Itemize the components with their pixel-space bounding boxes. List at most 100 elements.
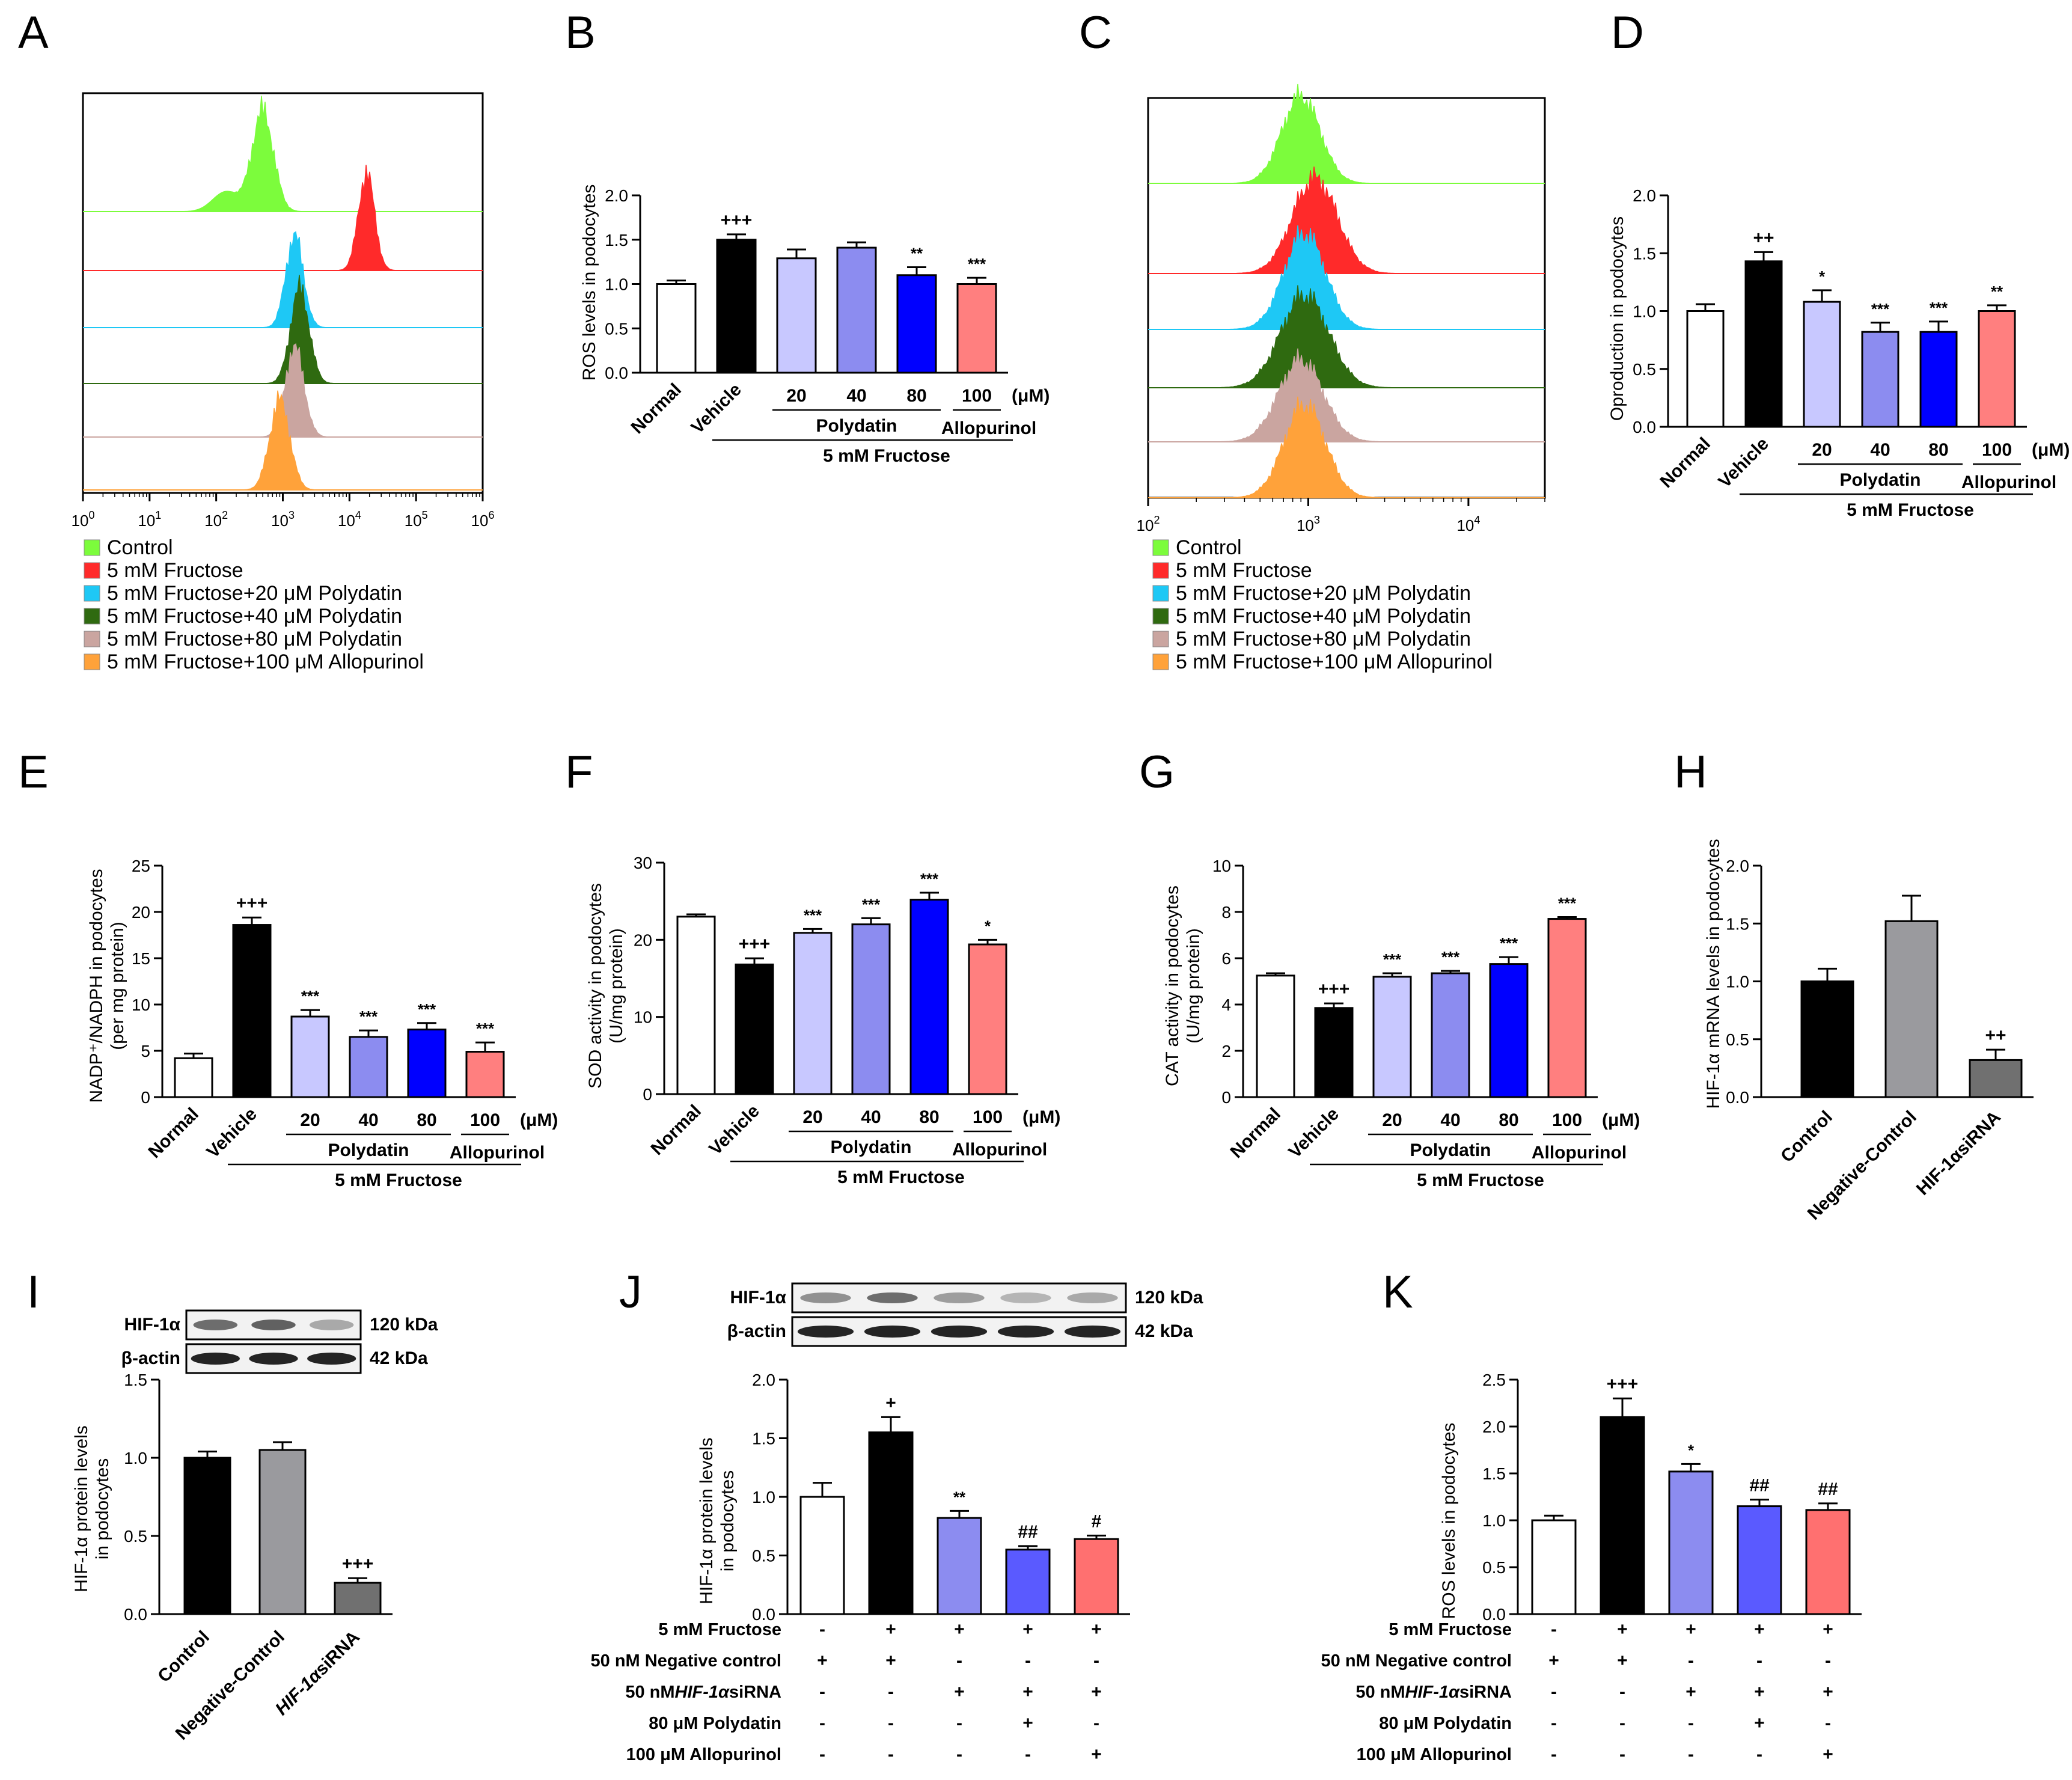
bar-0 [656,283,697,374]
treatment-sign: + [954,1619,965,1639]
polydatin-label: Polydatin [816,416,897,436]
bar-5 [1547,918,1587,1098]
treatment-label: 50 nMHIF-1αsiRNA [1355,1683,1512,1702]
y-tick-label: 0 [1221,1088,1231,1107]
polydatin-label: Polydatin [1839,470,1921,490]
y-tick-label: 1.0 [1482,1511,1506,1530]
y-axis-label: ROS levels in podocytes [1439,1423,1459,1619]
bar-0 [799,1496,845,1615]
x-tick-exp: 1 [155,509,161,521]
bar-5 [465,1051,505,1098]
treatment-sign: - [1619,1713,1625,1733]
y-tick-label: 2.0 [1726,857,1749,875]
x-tick-base: 10 [471,512,489,530]
y-axis-label: Oproduction in podocytes [1607,216,1627,421]
dose-unit: (μM) [520,1110,558,1130]
y-tick-label: 10 [1212,857,1231,875]
legend-A-swatch-0 [84,539,100,556]
x-label-vehicle: Vehicle [1285,1104,1342,1162]
blot-band-actin [191,1353,240,1365]
bar-1 [258,1449,307,1615]
x-label-dose: 20 [1382,1110,1402,1130]
histogram-series-1 [83,165,483,271]
significance-mark: ## [1749,1476,1770,1496]
y-tick-label: 0.0 [1726,1088,1749,1107]
x-label-vehicle: Vehicle [705,1101,763,1159]
treatment-label-part: HIF-1α [675,1683,730,1702]
treatment-label-part: siRNA [729,1683,781,1702]
significance-mark: *** [862,895,881,913]
treatment-sign: + [1022,1682,1033,1702]
x-tick-base: 10 [138,512,155,530]
bar-0 [676,916,716,1095]
x-tick-exp: 5 [422,509,428,521]
histogram-series-1 [1148,167,1545,274]
bar-0 [183,1457,231,1615]
x-label-normal: Normal [647,1101,705,1159]
x-tick-exp: 0 [88,509,94,521]
y-axis-label-2: in podocytes [718,1470,738,1571]
blot-band-hif [1067,1292,1118,1303]
significance-mark: *** [1871,300,1890,318]
treatment-sign: - [1551,1713,1557,1733]
x-tick-exp: 6 [488,509,494,521]
histogram-series-4 [1148,348,1545,442]
dose-unit: (μM) [1602,1110,1640,1130]
treatment-sign: - [819,1619,825,1639]
significance-mark: * [1819,268,1826,286]
treatment-label-part: 50 nM [625,1683,674,1702]
x-tick-label: 101 [138,509,161,530]
x-tick-label: 104 [338,509,361,530]
treatment-label-part: 50 nM [1355,1683,1405,1702]
treatment-sign: + [1617,1619,1628,1639]
x-tick-base: 10 [338,512,355,530]
blot-band-actin [797,1326,854,1338]
panel-letter-J: J [619,1267,642,1318]
x-label-dose: 40 [358,1110,378,1130]
histogram-series-2 [83,231,483,328]
bar-5 [968,943,1007,1095]
blot-kda-42: 42 kDa [370,1348,428,1368]
y-axis-label-2: (U/mg protein) [1184,928,1203,1044]
dose-unit: (μM) [2032,440,2070,460]
blot-J [791,1282,1127,1347]
significance-mark: *** [1441,948,1460,966]
significance-mark: +++ [739,934,771,954]
x-label-dose: 20 [300,1110,320,1130]
x-label-dose: 80 [1928,440,1948,460]
y-tick-label: 1.5 [605,231,628,249]
bar-5 [1978,310,2016,428]
legend-C-label-0: Control [1176,536,1242,559]
y-axis-label: NADP⁺/NADPH in podocytes [87,869,106,1103]
y-tick-label: 0.0 [1482,1605,1506,1624]
allopurinol-label: Allopurinol [1532,1143,1627,1163]
fructose-label: 5 mM Fructose [1847,500,1974,520]
x-tick-label: 106 [471,509,495,530]
blot-hif-strip [791,1282,1127,1314]
significance-mark: ## [1018,1522,1038,1542]
bar-2 [1372,976,1412,1098]
legend-A-label-4: 5 mM Fructose+80 μM Polydatin [107,628,402,650]
bar-1 [1884,920,1939,1098]
bar-0 [1686,310,1725,428]
y-axis-label: CAT activity in podocytes [1163,885,1182,1086]
significance-mark: *** [418,1000,436,1018]
panel-letter-F: F [565,747,593,798]
blot-kda-120: 120 kDa [370,1315,438,1335]
x-label-dose: 80 [417,1110,436,1130]
x-label-normal: Normal [628,380,685,438]
significance-mark: *** [920,870,939,888]
significance-mark: *** [1383,950,1402,968]
y-axis-label-2: (per mg protein) [108,922,127,1050]
significance-mark: *** [301,987,320,1005]
bar-2 [1668,1470,1714,1615]
x-label-control: Control [1777,1107,1836,1167]
treatment-label: 50 nM Negative control [1321,1651,1512,1671]
x-tick-exp: 3 [289,509,295,521]
x-label-dose: 40 [846,386,866,406]
dose-unit: (μM) [1012,386,1050,406]
y-tick-label: 30 [634,854,652,872]
bar-4 [1919,331,1958,428]
significance-mark: +++ [1607,1374,1639,1394]
bar-1 [1314,1007,1354,1098]
